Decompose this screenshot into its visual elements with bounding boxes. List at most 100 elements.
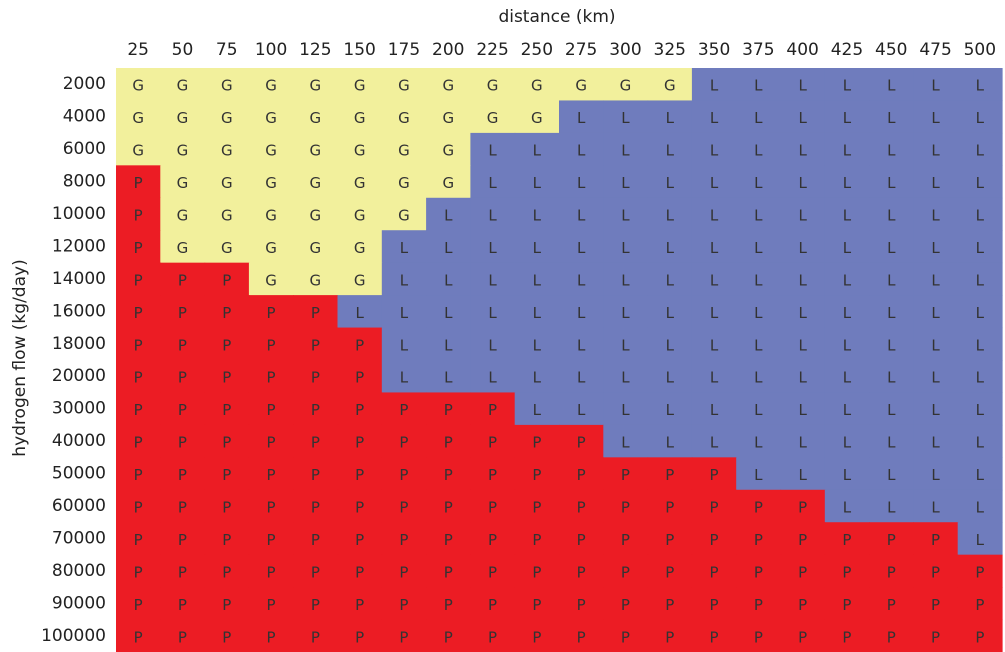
column-label: 175 xyxy=(388,40,420,60)
cell-label: L xyxy=(488,239,497,257)
cell-label: L xyxy=(887,499,896,517)
cell-label: L xyxy=(887,77,896,95)
cell-label: L xyxy=(621,109,630,127)
cell-bg xyxy=(913,100,959,134)
cell-label: P xyxy=(311,304,320,322)
cell-bg xyxy=(603,100,649,134)
cell-bg xyxy=(869,230,914,264)
cell-bg xyxy=(381,100,427,134)
cell-bg xyxy=(957,262,1003,296)
cell-label: P xyxy=(267,466,276,484)
y-axis-label: hydrogen flow (kg/day) xyxy=(10,259,30,456)
row-label: 8000 xyxy=(63,172,106,192)
cell-label: L xyxy=(843,304,852,322)
cell-label: P xyxy=(931,596,940,614)
cell-label: L xyxy=(621,207,630,225)
column-label: 375 xyxy=(742,40,774,60)
cell-label: L xyxy=(887,369,896,387)
cell-bg xyxy=(470,230,516,264)
cell-label: L xyxy=(931,174,940,192)
cell-bg xyxy=(736,424,782,458)
cell-bg xyxy=(647,489,693,523)
cell-bg xyxy=(559,392,604,426)
cell-bg xyxy=(514,197,560,231)
cell-bg xyxy=(647,68,693,102)
cell-bg xyxy=(559,197,604,231)
cell-bg xyxy=(957,522,1003,556)
cell-bg xyxy=(204,457,250,491)
cell-bg xyxy=(381,619,427,652)
cell-bg xyxy=(116,489,161,523)
cell-label: P xyxy=(178,628,187,646)
cell-bg xyxy=(293,619,339,652)
row-label: 100000 xyxy=(41,626,106,646)
cell-label: P xyxy=(710,628,719,646)
cell-label: P xyxy=(532,596,541,614)
cell-label: P xyxy=(710,466,719,484)
cell-bg xyxy=(337,100,383,134)
cell-label: L xyxy=(533,401,542,419)
cell-label: L xyxy=(931,336,940,354)
cell-label: L xyxy=(488,369,497,387)
cell-bg xyxy=(603,457,649,491)
cell-label: P xyxy=(355,499,364,517)
cell-label: G xyxy=(177,174,189,192)
cell-label: P xyxy=(621,466,630,484)
cell-label: L xyxy=(666,434,675,452)
cell-label: P xyxy=(842,531,851,549)
cell-bg xyxy=(691,327,737,361)
cell-bg xyxy=(160,132,206,166)
cell-label: P xyxy=(399,499,408,517)
cell-bg xyxy=(381,457,427,491)
cell-label: L xyxy=(666,336,675,354)
cell-label: L xyxy=(577,401,586,419)
cell-label: G xyxy=(442,77,454,95)
cell-bg xyxy=(559,68,604,102)
cell-bg xyxy=(824,327,870,361)
cell-bg xyxy=(913,165,959,199)
cell-label: L xyxy=(488,271,497,289)
cell-label: L xyxy=(754,336,763,354)
cell-bg xyxy=(337,457,383,491)
cell-label: L xyxy=(710,401,719,419)
cell-label: P xyxy=(399,563,408,581)
cell-label: L xyxy=(754,77,763,95)
cell-label: P xyxy=(311,369,320,387)
cell-bg xyxy=(204,360,250,394)
cell-bg xyxy=(691,522,737,556)
cell-bg xyxy=(514,327,560,361)
row-label: 2000 xyxy=(63,74,106,94)
cell-label: L xyxy=(976,336,985,354)
cell-bg xyxy=(381,132,427,166)
cell-bg xyxy=(559,587,604,621)
cell-label: P xyxy=(754,499,763,517)
cell-label: P xyxy=(311,531,320,549)
cell-bg xyxy=(824,522,870,556)
cell-label: P xyxy=(577,466,586,484)
cell-bg xyxy=(691,360,737,394)
cell-bg xyxy=(381,197,427,231)
cell-label: L xyxy=(798,174,807,192)
cell-label: L xyxy=(798,369,807,387)
cell-bg xyxy=(381,230,427,264)
cell-bg xyxy=(248,197,294,231)
cell-bg xyxy=(559,360,604,394)
cell-bg xyxy=(116,197,161,231)
cell-label: L xyxy=(754,239,763,257)
cell-label: L xyxy=(976,531,985,549)
cell-bg xyxy=(160,100,206,134)
column-label: 250 xyxy=(521,40,553,60)
cell-label: L xyxy=(887,109,896,127)
cell-bg xyxy=(869,197,914,231)
cell-bg xyxy=(204,295,250,329)
cell-label: P xyxy=(975,596,984,614)
cell-label: G xyxy=(310,207,322,225)
cell-label: P xyxy=(975,563,984,581)
cell-label: L xyxy=(488,336,497,354)
cell-label: L xyxy=(400,271,409,289)
cell-label: P xyxy=(710,499,719,517)
cell-label: P xyxy=(842,628,851,646)
cell-bg xyxy=(204,554,250,588)
cell-label: P xyxy=(444,596,453,614)
cell-label: P xyxy=(798,531,807,549)
